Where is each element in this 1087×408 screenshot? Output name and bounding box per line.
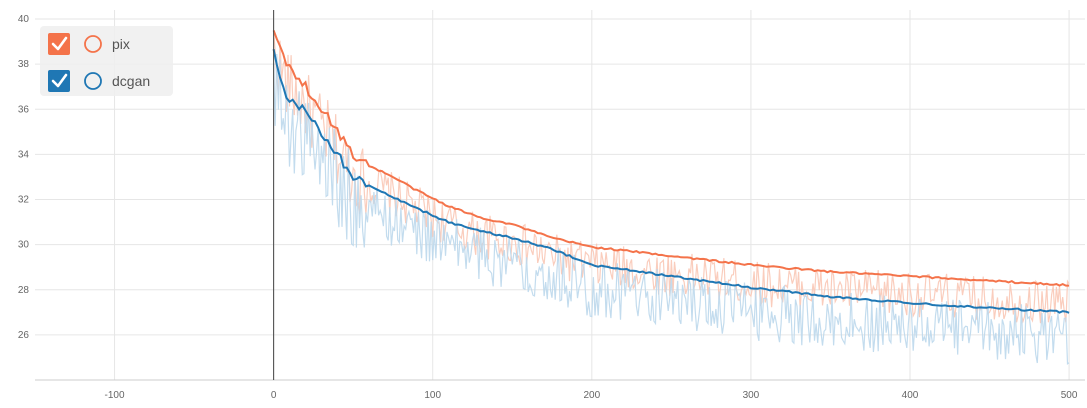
x-tick-label: 500 (1061, 390, 1078, 401)
pix-visibility-circle-icon[interactable] (84, 35, 102, 53)
legend-background (40, 26, 173, 96)
x-tick-label: 0 (271, 390, 277, 401)
x-tick-label: 100 (424, 390, 441, 401)
y-tick-label: 40 (18, 14, 30, 25)
x-tick-label: 300 (743, 390, 760, 401)
legend-item-dcgan[interactable]: dcgan (48, 70, 150, 92)
grid-lines (35, 10, 1085, 380)
legend: pix dcgan (40, 26, 173, 96)
y-tick-label: 28 (18, 285, 30, 296)
y-tick-label: 38 (18, 59, 30, 70)
check-icon (51, 73, 68, 88)
pix-checkbox[interactable] (48, 33, 70, 55)
x-tick-label: -100 (105, 390, 125, 401)
raw-series-lines (273, 30, 1070, 365)
y-tick-label: 32 (18, 195, 30, 206)
y-tick-label: 30 (18, 240, 30, 251)
legend-label-pix: pix (112, 36, 130, 52)
smoothed-line-dcgan (272, 48, 1070, 314)
raw-line-dcgan (273, 53, 1070, 365)
y-tick-label: 26 (18, 330, 30, 341)
x-tick-label: 400 (902, 390, 919, 401)
y-tick-label: 34 (18, 149, 30, 160)
check-icon (51, 36, 68, 51)
y-tick-label: 36 (18, 104, 30, 115)
x-tick-label: 200 (583, 390, 600, 401)
raw-line-pix (273, 30, 1070, 324)
dcgan-visibility-circle-icon[interactable] (84, 72, 102, 90)
legend-label-dcgan: dcgan (112, 73, 150, 89)
smoothed-series-lines (272, 30, 1070, 314)
legend-item-pix[interactable]: pix (48, 33, 130, 55)
axis-ticks: -100 0 100 200 300 400 500 26 28 30 32 34 36 38 40 (18, 14, 1085, 401)
dcgan-checkbox[interactable] (48, 70, 70, 92)
smoothed-line-pix (272, 30, 1070, 287)
